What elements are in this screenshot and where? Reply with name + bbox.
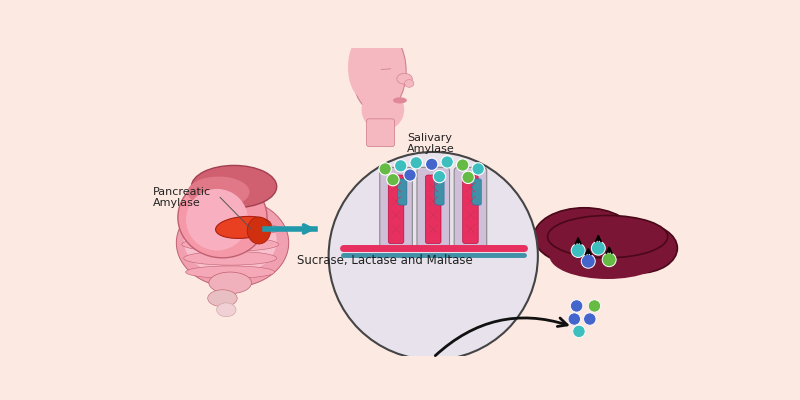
- Ellipse shape: [182, 238, 278, 251]
- FancyBboxPatch shape: [435, 179, 444, 205]
- Ellipse shape: [186, 189, 248, 250]
- Circle shape: [410, 156, 422, 169]
- Ellipse shape: [178, 177, 267, 258]
- Ellipse shape: [393, 97, 407, 104]
- Ellipse shape: [362, 88, 404, 131]
- Ellipse shape: [352, 29, 406, 114]
- Circle shape: [386, 174, 399, 186]
- Circle shape: [462, 171, 474, 184]
- FancyBboxPatch shape: [366, 119, 394, 146]
- FancyBboxPatch shape: [417, 167, 450, 248]
- Circle shape: [570, 300, 583, 312]
- Ellipse shape: [209, 272, 251, 294]
- Circle shape: [434, 170, 446, 183]
- Ellipse shape: [208, 290, 237, 307]
- FancyBboxPatch shape: [426, 175, 441, 244]
- FancyBboxPatch shape: [462, 175, 478, 244]
- Ellipse shape: [247, 217, 270, 244]
- Ellipse shape: [397, 74, 412, 84]
- FancyBboxPatch shape: [454, 167, 486, 248]
- Text: Sucrase, Lactase and Maltase: Sucrase, Lactase and Maltase: [298, 254, 473, 267]
- Circle shape: [394, 160, 407, 172]
- Text: Pancreatic
Amylase: Pancreatic Amylase: [153, 186, 211, 208]
- Ellipse shape: [184, 251, 277, 265]
- Circle shape: [426, 158, 438, 170]
- Ellipse shape: [600, 223, 678, 273]
- Ellipse shape: [348, 36, 379, 98]
- Circle shape: [602, 253, 616, 267]
- FancyBboxPatch shape: [398, 179, 407, 205]
- Ellipse shape: [217, 303, 236, 317]
- Ellipse shape: [354, 70, 362, 84]
- Circle shape: [472, 163, 485, 175]
- Circle shape: [441, 156, 454, 168]
- Text: Salivary
Amylase: Salivary Amylase: [407, 133, 454, 154]
- Circle shape: [588, 300, 601, 312]
- Circle shape: [591, 241, 606, 255]
- Ellipse shape: [215, 216, 271, 238]
- Circle shape: [457, 159, 469, 171]
- Circle shape: [404, 169, 416, 181]
- Ellipse shape: [186, 266, 274, 278]
- Ellipse shape: [184, 206, 277, 275]
- FancyBboxPatch shape: [472, 179, 482, 205]
- FancyBboxPatch shape: [380, 167, 412, 248]
- Ellipse shape: [534, 208, 634, 266]
- Ellipse shape: [176, 198, 289, 287]
- Circle shape: [329, 152, 538, 360]
- Ellipse shape: [180, 222, 281, 236]
- Circle shape: [582, 254, 595, 268]
- Circle shape: [571, 244, 585, 258]
- Ellipse shape: [191, 166, 277, 208]
- Ellipse shape: [550, 233, 666, 279]
- FancyBboxPatch shape: [388, 175, 404, 244]
- Circle shape: [573, 325, 585, 338]
- Circle shape: [379, 163, 391, 175]
- Circle shape: [568, 313, 581, 325]
- Ellipse shape: [187, 176, 250, 207]
- Ellipse shape: [547, 216, 668, 258]
- Ellipse shape: [405, 80, 414, 87]
- Circle shape: [583, 313, 596, 325]
